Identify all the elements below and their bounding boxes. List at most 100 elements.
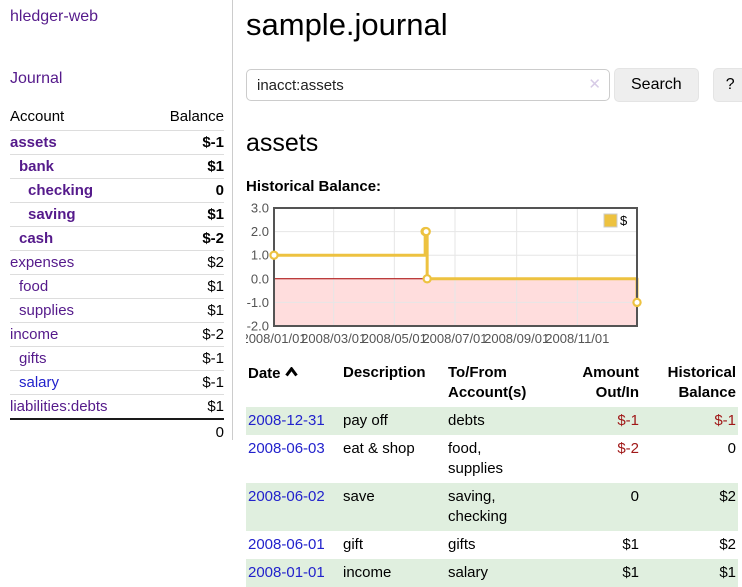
account-name-cell: salary — [10, 370, 148, 395]
register-balance-cell: $-1 — [714, 412, 736, 429]
account-row: checking 0 — [10, 178, 224, 203]
account-balance: $1 — [147, 202, 224, 227]
register-col-label: Amount — [582, 364, 639, 381]
clear-search-icon[interactable]: ✕ — [588, 76, 601, 93]
sidebar: hledger-web Journal Account Balance asse… — [0, 0, 233, 445]
register-row: 2008-06-03 eat & shop food, supplies $-2 0 — [246, 435, 738, 483]
account-balance: $1 — [147, 394, 224, 420]
account-name-cell: assets — [10, 130, 148, 155]
y-axis-tick-label: 1.0 — [251, 248, 269, 263]
account-balance: $-1 — [147, 370, 224, 395]
register-col-label: Balance — [678, 384, 736, 401]
register-col-to-from-account-s-: To/From Account(s) — [446, 361, 546, 407]
accounts-total-row: 0 — [10, 418, 224, 445]
account-link-income[interactable]: income — [10, 326, 59, 343]
sidebar-item-journal[interactable]: Journal — [10, 70, 63, 87]
account-link-bank[interactable]: bank — [19, 158, 55, 175]
account-link-food[interactable]: food — [19, 278, 49, 295]
help-button[interactable]: ? — [712, 68, 742, 102]
main-content: sample.journal ✕ Search ? assets Histori… — [241, 0, 742, 587]
register-accounts-cell: saving, checking — [448, 488, 508, 525]
account-name-cell: gifts — [10, 346, 148, 371]
x-axis-tick-label: 2008/01/01 — [246, 331, 307, 346]
account-link-liabilities-debts[interactable]: liabilities:debts — [10, 398, 108, 415]
transaction-date-link[interactable]: 2008-06-01 — [248, 536, 325, 553]
sort-asc-icon — [284, 363, 298, 383]
page-title: sample.journal — [246, 7, 448, 42]
register-description-cell: eat & shop — [343, 440, 415, 457]
register-description-cell: gift — [343, 536, 364, 553]
transaction-date-link[interactable]: 2008-01-01 — [248, 564, 325, 581]
account-link-gifts[interactable]: gifts — [19, 350, 47, 367]
register-table-body: 2008-12-31 pay off debts $-1 $-1 2008-06-03 ea… — [246, 407, 738, 587]
register-balance-cell: 0 — [727, 440, 736, 457]
account-balance: $1 — [147, 154, 224, 179]
register-col-label: To/From — [448, 364, 507, 381]
account-link-checking[interactable]: checking — [28, 182, 94, 199]
register-date-cell: 2008-06-03 — [246, 435, 341, 483]
register-col-historical-balance: Historical Balance — [641, 361, 738, 407]
register-amount-cell: $1 — [622, 536, 639, 553]
account-balance: $1 — [147, 298, 224, 323]
register-amount-cell: $-1 — [617, 412, 639, 429]
account-name-cell: checking — [10, 178, 148, 203]
register-balance-cell: $2 — [719, 488, 736, 505]
legend-swatch — [603, 213, 618, 228]
account-link-supplies[interactable]: supplies — [19, 302, 75, 319]
account-link-assets[interactable]: assets — [10, 134, 57, 151]
account-page-title: assets — [246, 129, 319, 157]
account-link-expenses[interactable]: expenses — [10, 254, 75, 271]
account-name-cell: liabilities:debts — [10, 394, 148, 420]
account-balance: $2 — [147, 250, 224, 275]
y-axis-tick-label: 3.0 — [251, 203, 269, 216]
accounts-total-value: 0 — [10, 418, 224, 445]
transaction-date-link[interactable]: 2008-06-02 — [248, 488, 325, 505]
register-col-description: Description — [341, 361, 446, 407]
account-balance: $-1 — [147, 130, 224, 155]
y-axis-tick-label: -1.0 — [247, 295, 269, 310]
register-date-cell: 2008-06-01 — [246, 531, 341, 559]
register-col-date[interactable]: Date — [246, 361, 341, 407]
account-balance: 0 — [147, 178, 224, 203]
register-description-cell: pay off — [343, 412, 388, 429]
search-row: ✕ Search ? — [246, 68, 742, 102]
x-axis-tick-label: 2008/11/01 — [545, 331, 609, 346]
register-col-label: Historical — [667, 364, 736, 381]
register-balance-cell: $1 — [719, 564, 736, 581]
search-button[interactable]: Search — [614, 68, 699, 102]
historical-balance-chart: $3.0 2.0 1.0 0.0 -1.0 -2.0 2008/01/01 2008/03/0… — [241, 201, 642, 353]
account-row: supplies $1 — [10, 298, 224, 323]
register-col-label: Account(s) — [448, 384, 527, 401]
register-date-cell: 2008-12-31 — [246, 407, 341, 435]
account-link-salary[interactable]: salary — [19, 374, 60, 391]
transaction-date-link[interactable]: 2008-06-03 — [248, 440, 325, 457]
register-description-cell: save — [343, 488, 375, 505]
search-input[interactable] — [246, 69, 610, 101]
register-balance-cell: $2 — [719, 536, 736, 553]
accounts-header-row: Account Balance — [10, 104, 224, 131]
account-name-cell: food — [10, 274, 148, 299]
transaction-date-link[interactable]: 2008-12-31 — [248, 412, 325, 429]
account-balance: $1 — [147, 274, 224, 299]
account-link-cash[interactable]: cash — [19, 230, 54, 247]
accounts-header-balance: Balance — [147, 104, 224, 131]
register-row: 2008-06-02 save saving, checking 0 $2 — [246, 483, 738, 531]
accounts-table-body: assets $-1 bank $1 checking 0 saving $1 cash $-2 e… — [10, 130, 224, 420]
register-amount-cell: $1 — [622, 564, 639, 581]
chart-heading: Historical Balance: — [246, 178, 382, 195]
register-row: 2008-01-01 income salary $1 $1 — [246, 559, 738, 587]
account-balance: $-1 — [147, 346, 224, 371]
app-brand-link[interactable]: hledger-web — [10, 8, 99, 25]
account-link-saving[interactable]: saving — [28, 206, 76, 223]
register-description-cell: income — [343, 564, 392, 581]
account-name-cell: cash — [10, 226, 148, 251]
register-row: 2008-12-31 pay off debts $-1 $-1 — [246, 407, 738, 435]
y-axis-tick-label: 2.0 — [251, 224, 269, 239]
account-row: income $-2 — [10, 322, 224, 347]
search-box: ✕ — [246, 69, 610, 101]
account-row: saving $1 — [10, 202, 224, 227]
register-amount-cell: 0 — [630, 488, 639, 505]
account-name-cell: saving — [10, 202, 148, 227]
register-col-amount-out-in: Amount Out/In — [546, 361, 641, 407]
register-date-cell: 2008-06-02 — [246, 483, 341, 531]
